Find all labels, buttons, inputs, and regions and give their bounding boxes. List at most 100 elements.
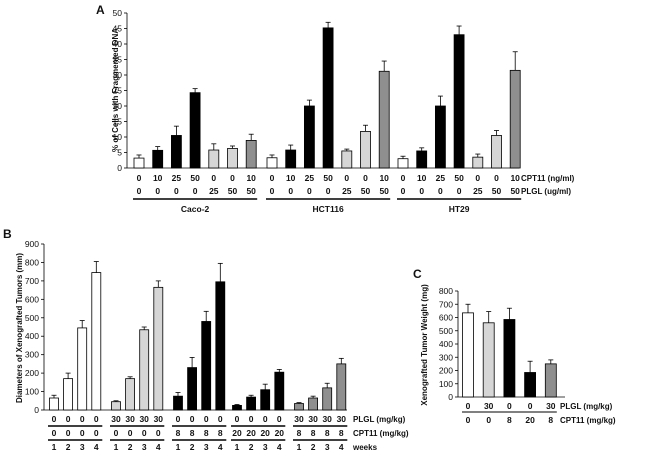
panel-b-week-value: 3 xyxy=(204,442,209,452)
panel-b-bar xyxy=(63,378,73,411)
panel-b-cpt11-value: 0 xyxy=(142,428,147,438)
panel-b-cpt11-value: 0 xyxy=(52,428,57,438)
panel-a-y-tick-label: 10 xyxy=(113,132,123,142)
panel-c-y-tick-label: 700 xyxy=(439,299,453,309)
panel-b-plgl-value: 0 xyxy=(52,414,57,424)
panel-c-plgl-value: 0 xyxy=(466,401,471,411)
panel-c-plgl-value: 30 xyxy=(484,401,494,411)
panel-b-week-value: 2 xyxy=(128,442,133,452)
panel-a-chart: 0 5 10 15 20 25 30 35 40 45 50 0 0 10 0 25 0 50 0 0 25 0 50 10 5… xyxy=(113,8,575,214)
panel-a-plgl-value: 0 xyxy=(401,186,406,196)
panel-b-cpt11-value: 0 xyxy=(66,428,71,438)
panel-b-bar xyxy=(215,281,226,411)
panel-a-cpt11-value: 25 xyxy=(305,173,315,183)
panel-a-plgl-value: 50 xyxy=(361,186,371,196)
panel-b-bar xyxy=(139,329,150,411)
panel-b-cpt11-value: 8 xyxy=(311,428,316,438)
panel-b-week-value: 2 xyxy=(249,442,254,452)
panel-b-y-tick-label: 100 xyxy=(25,387,39,397)
panel-a-plgl-value: 0 xyxy=(438,186,443,196)
panel-b-plgl-value: 30 xyxy=(308,414,318,424)
panel-b-bar xyxy=(260,389,271,411)
panel-b-chart: 0100200300400500600700800900001002003004… xyxy=(25,239,409,452)
panel-b-plgl-value: 0 xyxy=(176,414,181,424)
panel-b-bar xyxy=(153,286,164,411)
panel-c-y-tick-label: 100 xyxy=(439,379,453,389)
panel-b-y-tick-label: 800 xyxy=(25,257,39,267)
panel-a-bar xyxy=(303,105,315,169)
panel-b-bar xyxy=(274,371,285,411)
panel-a-bar xyxy=(472,156,484,169)
panel-a-plgl-value: 0 xyxy=(270,186,275,196)
panel-c-row-label-plgl: PLGL (mg/kg) xyxy=(560,402,613,411)
panel-a-y-tick-label: 0 xyxy=(117,163,122,173)
panel-a-cpt11-value: 0 xyxy=(475,173,480,183)
panel-a-plgl-value: 50 xyxy=(492,186,502,196)
panel-a-bar xyxy=(285,149,297,169)
panel-b-cpt11-value: 8 xyxy=(297,428,302,438)
panel-c-bar xyxy=(482,322,495,398)
panel-b-plgl-value: 0 xyxy=(218,414,223,424)
panel-b-plgl-value: 30 xyxy=(322,414,332,424)
panel-b-y-tick-label: 300 xyxy=(25,350,39,360)
panel-c-plgl-value: 30 xyxy=(546,401,556,411)
panel-c-bar xyxy=(462,312,474,398)
panel-b-cpt11-value: 20 xyxy=(246,428,256,438)
panel-b-y-tick-label: 0 xyxy=(34,405,39,415)
panel-b-week-value: 3 xyxy=(263,442,268,452)
panel-b-y-tick-label: 700 xyxy=(25,276,39,286)
panel-b-cpt11-value: 8 xyxy=(190,428,195,438)
panel-b-bar xyxy=(232,404,242,411)
panel-a-cpt11-value: 10 xyxy=(417,173,427,183)
panel-b-bar xyxy=(308,397,319,411)
panel-a-cpt11-value: 50 xyxy=(454,173,464,183)
panel-a-cpt11-value: 10 xyxy=(246,173,256,183)
panel-a-bar xyxy=(434,105,446,169)
panel-b-week-value: 4 xyxy=(218,442,223,452)
panel-b-row-label-weeks: weeks xyxy=(352,443,378,452)
panel-c-row-label-cpt11: CPT11 (mg/kg) xyxy=(560,416,616,425)
panel-b-y-tick-label: 500 xyxy=(25,313,39,323)
panel-b-bar xyxy=(246,396,257,411)
panel-a-bar xyxy=(360,131,371,169)
panel-b-plgl-value: 0 xyxy=(249,414,254,424)
panel-a-bar xyxy=(341,150,353,169)
panel-b-bar xyxy=(322,387,333,411)
panel-c-chart: 01002003004005006007008000030008020308PL… xyxy=(439,286,616,425)
panel-a-y-tick-label: 45 xyxy=(113,24,123,34)
panel-a-row-label-plgl: PLGL (ug/ml) xyxy=(521,187,571,196)
panel-b-cpt11-value: 8 xyxy=(176,428,181,438)
panel-b-letter: B xyxy=(3,227,12,241)
panel-b-cpt11-value: 8 xyxy=(339,428,344,438)
panel-a-cpt11-value: 50 xyxy=(190,173,200,183)
panel-c-cpt11-value: 0 xyxy=(466,415,471,425)
panel-b-week-value: 1 xyxy=(235,442,240,452)
panel-a-cpt11-value: 0 xyxy=(401,173,406,183)
panel-b-plgl-value: 0 xyxy=(235,414,240,424)
panel-a-plgl-value: 50 xyxy=(228,186,238,196)
panel-a-bar xyxy=(491,135,502,169)
panel-a-group-label: Caco-2 xyxy=(181,204,210,214)
panel-a-plgl-value: 0 xyxy=(137,186,142,196)
panel-a-cpt11-value: 10 xyxy=(153,173,163,183)
panel-b-week-value: 2 xyxy=(66,442,71,452)
panel-a-cpt11-value: 25 xyxy=(436,173,446,183)
panel-b-plgl-value: 30 xyxy=(111,414,121,424)
panel-b-week-value: 3 xyxy=(325,442,330,452)
panel-a-plgl-value: 50 xyxy=(510,186,520,196)
panel-a-plgl-value: 0 xyxy=(155,186,160,196)
panel-b-plgl-value: 0 xyxy=(66,414,71,424)
panel-c-bar xyxy=(524,372,536,398)
panel-b-week-value: 2 xyxy=(190,442,195,452)
panel-b-cpt11-value: 20 xyxy=(275,428,285,438)
panel-b-cpt11-value: 20 xyxy=(260,428,270,438)
panel-a-plgl-value: 0 xyxy=(174,186,179,196)
panel-a-bar xyxy=(453,34,465,169)
panel-a-bar xyxy=(208,149,220,169)
panel-b-plgl-value: 0 xyxy=(277,414,282,424)
panel-b-plgl-value: 30 xyxy=(154,414,164,424)
panel-a-cpt11-value: 10 xyxy=(286,173,296,183)
panel-c-y-tick-label: 200 xyxy=(439,366,453,376)
panel-b-week-value: 3 xyxy=(80,442,85,452)
panel-c-cpt11-value: 0 xyxy=(486,415,491,425)
